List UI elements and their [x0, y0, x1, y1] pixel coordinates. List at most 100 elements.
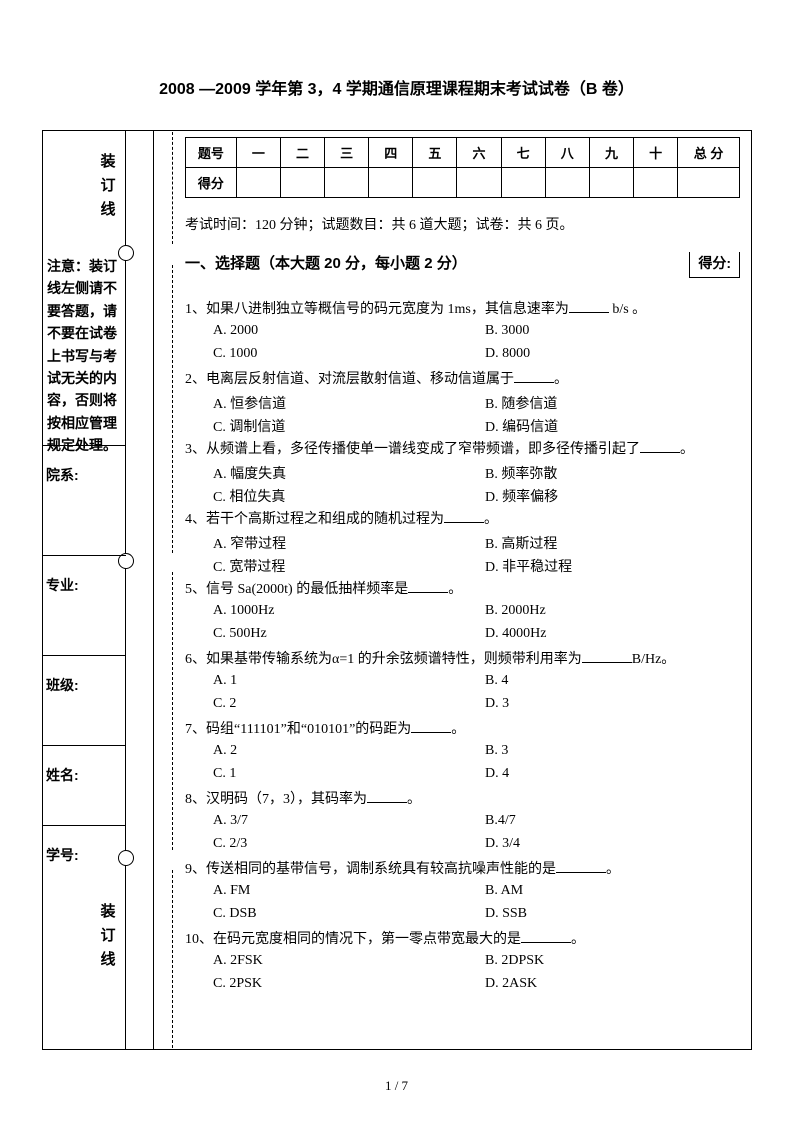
option-b: B. 4 — [485, 673, 508, 689]
option-a: C. 2PSK — [213, 976, 262, 992]
fill-blank — [411, 719, 451, 733]
option-b: B. 2DPSK — [485, 953, 544, 969]
question-stem: 10、在码元宽度相同的情况下，第一零点带宽最大的是。 — [185, 929, 740, 950]
score-cell — [501, 168, 545, 198]
question-options: C. 1D. 4 — [185, 766, 740, 786]
option-a: C. 调制信道 — [213, 416, 285, 436]
option-a: A. 2 — [213, 743, 237, 759]
fill-blank — [556, 859, 606, 873]
option-b: D. 频率偏移 — [485, 486, 558, 506]
question-stem: 2、电离层反射信道、对流层散射信道、移动信道属于。 — [185, 369, 740, 390]
option-a: A. 1 — [213, 673, 237, 689]
sidebar-divider — [42, 555, 126, 556]
question-options: A. 2 B. 3 — [185, 743, 740, 763]
option-a: A. 1000Hz — [213, 603, 274, 619]
score-cell — [678, 168, 740, 198]
score-col: 四 — [369, 138, 413, 168]
question-options: A. 3/7B.4/7 — [185, 813, 740, 833]
score-cell — [589, 168, 633, 198]
score-cell — [236, 168, 280, 198]
option-b: D. 3/4 — [485, 836, 520, 852]
fill-blank — [582, 649, 632, 663]
option-b: D. 非平稳过程 — [485, 556, 572, 576]
option-a: C. DSB — [213, 906, 257, 922]
score-table-value-row: 得分 — [186, 168, 740, 198]
score-total-label: 总 分 — [678, 138, 740, 168]
option-b: D. 3 — [485, 696, 509, 712]
question-stem: 7、码组“111101”和“010101”的码距为。 — [185, 719, 740, 740]
sidebar-divider — [42, 745, 126, 746]
question-options: C. 宽带过程D. 非平稳过程 — [185, 556, 740, 576]
question-options: C. 2/3 D. 3/4 — [185, 836, 740, 856]
option-a: A. 3/7 — [213, 813, 248, 829]
binding-text-label: 装订线 — [100, 153, 115, 218]
binding-text-bottom: 装订线 — [100, 900, 116, 972]
option-b: B. AM — [485, 883, 523, 899]
question-options: C. 2PSK D. 2ASK — [185, 976, 740, 996]
option-b: D. 4000Hz — [485, 626, 546, 642]
field-class: 班级: — [46, 675, 124, 695]
page-title: 2008 —2009 学年第 3，4 学期通信原理课程期末考试试卷（B 卷） — [0, 0, 793, 129]
question-options: A. 恒参信道B. 随参信道 — [185, 393, 740, 413]
question-options: C. 1000D. 8000 — [185, 346, 740, 366]
option-a: A. 恒参信道 — [213, 393, 286, 413]
notice-text: 注意：装订线左侧请不要答题，请不要在试卷上书写与考试无关的内容，否则将按相应管理… — [44, 255, 124, 457]
question-options: A. FM B. AM — [185, 883, 740, 903]
binding-text-top: 装订线 — [100, 150, 116, 222]
question-options: C. 调制信道 D. 编码信道 — [185, 416, 740, 436]
option-a: A. 2FSK — [213, 953, 263, 969]
main-content: 题号 一 二 三 四 五 六 七 八 九 十 总 分 得分 — [185, 135, 740, 999]
fill-blank — [408, 579, 448, 593]
page-footer: 1 / 7 — [0, 1078, 793, 1094]
score-cell — [369, 168, 413, 198]
option-a: C. 2/3 — [213, 836, 247, 852]
score-box: 得分: — [689, 252, 740, 278]
score-cell — [280, 168, 324, 198]
field-name: 姓名: — [46, 765, 124, 785]
sidebar-divider — [42, 445, 126, 446]
option-b: D. 编码信道 — [485, 416, 558, 436]
question-stem: 3、从频谱上看，多径传播使单一谱线变成了窄带频谱，即多径传播引起了。 — [185, 439, 740, 460]
question-options: C. DSB D. SSB — [185, 906, 740, 926]
question-options: C. 相位失真 D. 频率偏移 — [185, 486, 740, 506]
question-options: A. 1000Hz B. 2000Hz — [185, 603, 740, 623]
score-cell — [545, 168, 589, 198]
question-stem: 4、若干个高斯过程之和组成的随机过程为。 — [185, 509, 740, 530]
option-a: A. 2000 — [213, 323, 258, 339]
question-stem: 9、传送相同的基带信号，调制系统具有较高抗噪声性能的是。 — [185, 859, 740, 880]
score-table: 题号 一 二 三 四 五 六 七 八 九 十 总 分 得分 — [185, 137, 740, 198]
option-b: B. 2000Hz — [485, 603, 546, 619]
question-stem: 6、如果基带传输系统为α=1 的升余弦频谱特性，则频带利用率为B/Hz。 — [185, 649, 740, 670]
question-stem: 5、信号 Sa(2000t) 的最低抽样频率是。 — [185, 579, 740, 600]
fill-blank — [640, 439, 680, 453]
score-col: 一 — [236, 138, 280, 168]
fill-blank — [367, 789, 407, 803]
option-b: D. 8000 — [485, 346, 530, 362]
option-a: C. 相位失真 — [213, 486, 285, 506]
score-cell — [457, 168, 501, 198]
question-options: C. 500Hz D. 4000Hz — [185, 626, 740, 646]
question-stem: 1、如果八进制独立等概信号的码元宽度为 1ms，其信息速率为 b/s 。 — [185, 299, 740, 320]
score-col: 三 — [325, 138, 369, 168]
score-col: 六 — [457, 138, 501, 168]
option-b: D. 2ASK — [485, 976, 537, 992]
score-col: 十 — [634, 138, 678, 168]
question-options: A. 2FSK B. 2DPSK — [185, 953, 740, 973]
option-a: A. FM — [213, 883, 250, 899]
question-options: C. 2 D. 3 — [185, 696, 740, 716]
exam-info: 考试时间：120 分钟；试题数目：共 6 道大题；试卷：共 6 页。 — [185, 214, 740, 234]
option-a: C. 500Hz — [213, 626, 267, 642]
option-a: A. 幅度失真 — [213, 463, 286, 483]
option-b: B. 频率弥散 — [485, 463, 557, 483]
questions-container: 1、如果八进制独立等概信号的码元宽度为 1ms，其信息速率为 b/s 。 A. 2… — [185, 299, 740, 996]
option-b: B. 3000 — [485, 323, 529, 339]
option-b: B. 3 — [485, 743, 508, 759]
field-department: 院系: — [46, 465, 124, 485]
option-b: D. SSB — [485, 906, 527, 922]
score-row-label: 得分 — [186, 168, 237, 198]
score-header-label: 题号 — [186, 138, 237, 168]
option-a: A. 窄带过程 — [213, 533, 286, 553]
binding-text-label: 装订线 — [100, 903, 115, 968]
score-col: 五 — [413, 138, 457, 168]
option-a: C. 2 — [213, 696, 236, 712]
